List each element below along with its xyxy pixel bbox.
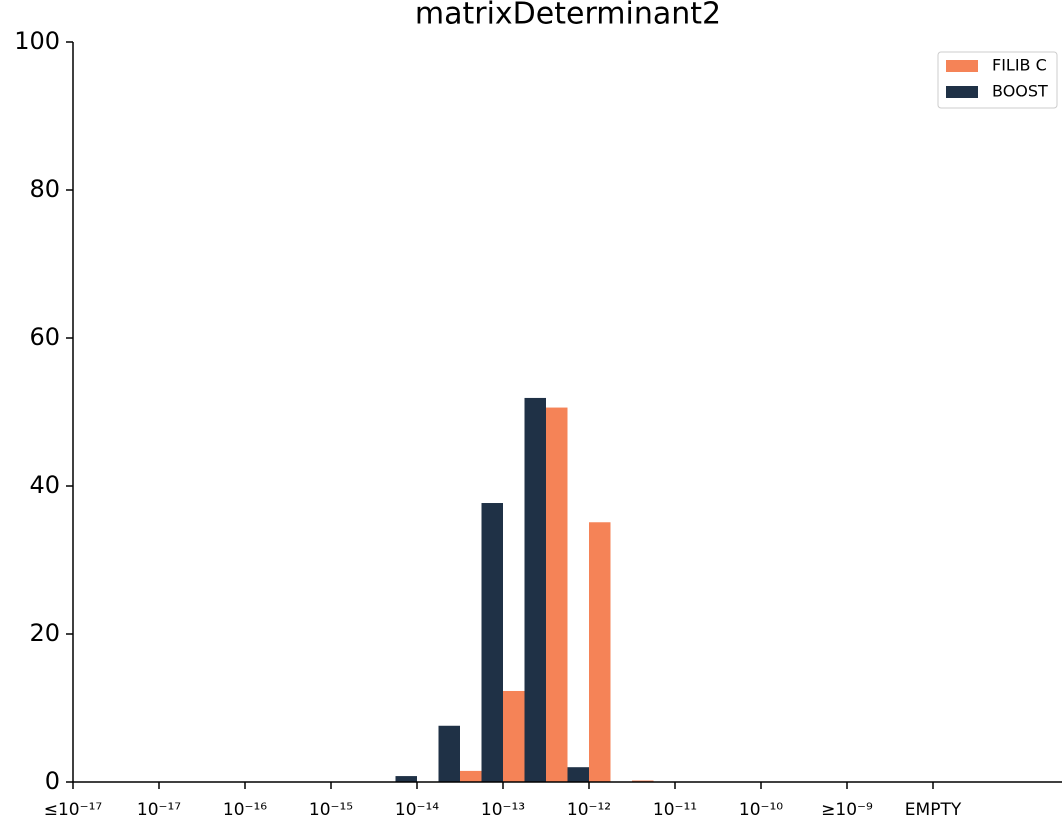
x-tick-label: 10⁻¹⁵ — [309, 800, 353, 820]
legend-swatch — [946, 60, 978, 72]
y-tick-label: 0 — [45, 767, 60, 795]
bar — [395, 776, 417, 782]
bar — [589, 522, 611, 782]
y-tick-label: 80 — [29, 175, 60, 203]
bar — [438, 725, 460, 782]
x-tick-label: 10⁻¹⁴ — [395, 800, 439, 820]
bar — [460, 770, 482, 782]
x-tick-label: ≥10⁻⁹ — [821, 800, 873, 820]
y-tick-label: 20 — [29, 619, 60, 647]
y-tick-label: 100 — [14, 27, 60, 55]
x-tick-label: EMPTY — [905, 800, 962, 820]
legend: FILIB C BOOST — [937, 51, 1058, 109]
y-tick-label: 60 — [29, 323, 60, 351]
chart-title: matrixDeterminant2 — [415, 0, 721, 32]
legend-label: FILIB C — [992, 56, 1047, 75]
x-tick-label: 10⁻¹⁷ — [137, 800, 181, 820]
x-tick-label: 10⁻¹³ — [481, 800, 525, 820]
bar — [524, 397, 546, 782]
legend-label: BOOST — [992, 82, 1048, 101]
legend-swatch — [946, 86, 978, 98]
y-tick-label: 40 — [29, 471, 60, 499]
bar — [567, 767, 589, 782]
bar — [481, 503, 503, 782]
x-tick-label: 10⁻¹⁰ — [739, 800, 783, 820]
x-tick-label: ≤10⁻¹⁷ — [44, 800, 103, 820]
x-tick-label: 10⁻¹² — [567, 800, 611, 820]
bar — [546, 407, 568, 782]
x-tick-label: 10⁻¹⁶ — [223, 800, 267, 820]
x-tick-label: 10⁻¹¹ — [653, 800, 697, 820]
bar — [503, 690, 525, 782]
